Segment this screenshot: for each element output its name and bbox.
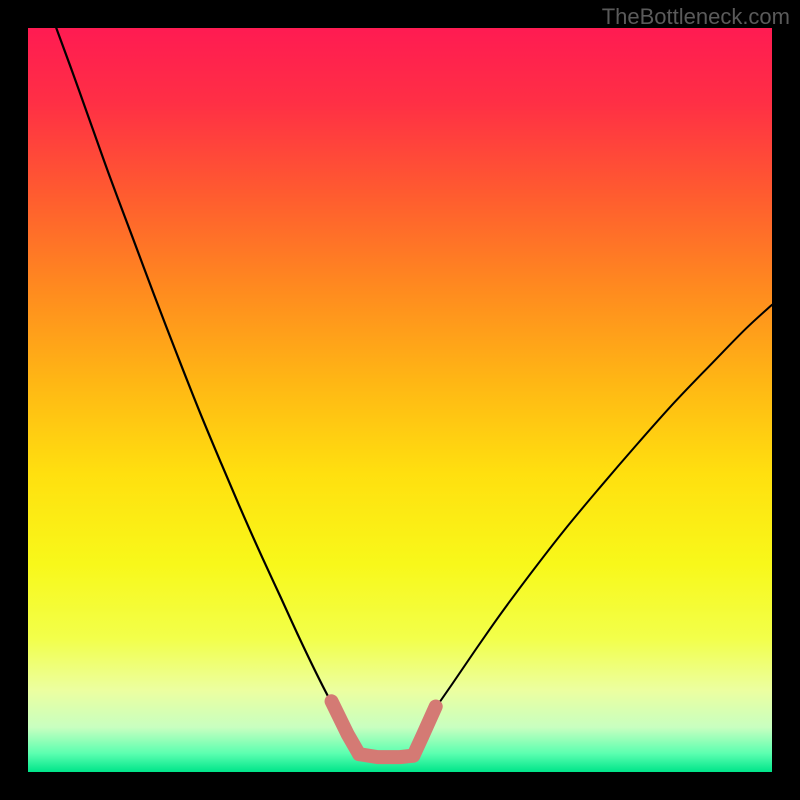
- plot-area: [28, 28, 772, 772]
- valley-marker-seg-0: [332, 701, 360, 754]
- valley-marker-seg-2: [413, 707, 435, 756]
- curve-right: [419, 305, 772, 732]
- watermark-text: TheBottleneck.com: [602, 4, 790, 30]
- valley-marker-seg-1: [359, 754, 413, 757]
- curves-svg: [28, 28, 772, 772]
- curve-left: [56, 28, 348, 732]
- canvas-root: TheBottleneck.com: [0, 0, 800, 800]
